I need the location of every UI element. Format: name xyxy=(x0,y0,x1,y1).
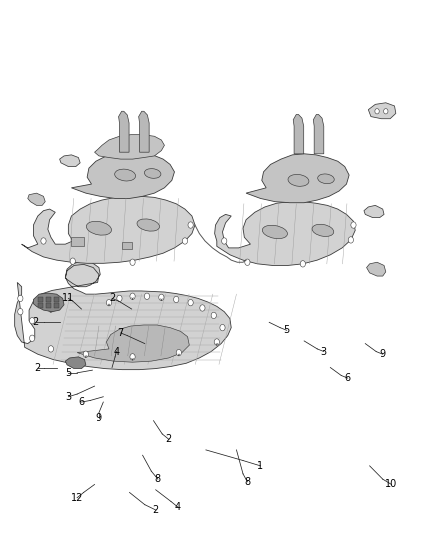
Ellipse shape xyxy=(312,224,334,237)
Text: 2: 2 xyxy=(35,362,41,373)
Polygon shape xyxy=(28,193,45,205)
Text: 3: 3 xyxy=(321,346,327,357)
Text: 8: 8 xyxy=(155,474,161,484)
Polygon shape xyxy=(65,357,86,368)
Text: 9: 9 xyxy=(96,413,102,423)
Ellipse shape xyxy=(86,221,112,235)
Ellipse shape xyxy=(115,169,136,181)
Circle shape xyxy=(211,312,216,319)
Text: 1: 1 xyxy=(258,461,264,471)
Text: 10: 10 xyxy=(385,480,398,489)
Circle shape xyxy=(145,293,150,300)
Ellipse shape xyxy=(145,168,161,179)
Ellipse shape xyxy=(318,174,334,184)
Circle shape xyxy=(130,259,135,265)
Circle shape xyxy=(70,258,75,264)
Ellipse shape xyxy=(288,174,309,187)
Circle shape xyxy=(48,346,53,352)
Circle shape xyxy=(41,238,46,244)
Text: 4: 4 xyxy=(113,346,120,357)
Circle shape xyxy=(29,335,35,342)
Circle shape xyxy=(159,294,164,301)
Circle shape xyxy=(300,261,305,267)
Text: 12: 12 xyxy=(71,492,83,503)
Circle shape xyxy=(117,295,122,302)
Circle shape xyxy=(220,325,225,331)
Polygon shape xyxy=(293,115,304,154)
Circle shape xyxy=(245,259,250,265)
Text: 6: 6 xyxy=(345,373,351,383)
Ellipse shape xyxy=(262,225,287,239)
Text: 7: 7 xyxy=(118,328,124,338)
Circle shape xyxy=(214,339,219,345)
Circle shape xyxy=(29,318,35,324)
Circle shape xyxy=(351,222,356,228)
Text: 2: 2 xyxy=(109,293,115,303)
Bar xyxy=(71,237,84,246)
Circle shape xyxy=(188,300,193,306)
Polygon shape xyxy=(119,111,129,152)
Text: 11: 11 xyxy=(62,293,74,303)
Bar xyxy=(38,297,43,302)
Polygon shape xyxy=(246,154,349,203)
Polygon shape xyxy=(71,151,174,198)
Circle shape xyxy=(18,295,23,302)
Polygon shape xyxy=(95,135,164,159)
Circle shape xyxy=(18,309,23,315)
Polygon shape xyxy=(367,262,386,276)
Bar xyxy=(38,303,43,308)
Text: 9: 9 xyxy=(380,349,386,359)
Circle shape xyxy=(130,354,135,360)
Polygon shape xyxy=(60,155,80,166)
Polygon shape xyxy=(215,201,355,265)
Circle shape xyxy=(348,237,353,243)
Text: 2: 2 xyxy=(166,434,172,445)
Text: 6: 6 xyxy=(78,397,85,407)
Text: 2: 2 xyxy=(152,505,159,515)
Circle shape xyxy=(222,238,227,244)
Circle shape xyxy=(83,351,88,358)
Text: 5: 5 xyxy=(65,368,71,378)
Text: 3: 3 xyxy=(65,392,71,402)
Polygon shape xyxy=(77,325,189,362)
Circle shape xyxy=(182,238,187,244)
Bar xyxy=(46,297,51,302)
Circle shape xyxy=(188,222,193,228)
Polygon shape xyxy=(21,196,195,263)
Ellipse shape xyxy=(137,219,159,231)
Bar xyxy=(53,303,59,308)
Polygon shape xyxy=(14,261,231,369)
Polygon shape xyxy=(139,111,149,152)
Circle shape xyxy=(375,109,379,114)
Circle shape xyxy=(48,306,53,312)
Polygon shape xyxy=(368,103,396,119)
Circle shape xyxy=(176,350,181,356)
Circle shape xyxy=(200,305,205,311)
Circle shape xyxy=(384,109,388,114)
Text: 5: 5 xyxy=(283,325,290,335)
Bar xyxy=(46,303,51,308)
Circle shape xyxy=(173,296,179,303)
Polygon shape xyxy=(364,205,384,217)
Text: 8: 8 xyxy=(244,477,251,487)
Text: 4: 4 xyxy=(174,502,180,512)
Polygon shape xyxy=(33,293,64,312)
Text: 2: 2 xyxy=(32,317,39,327)
Bar xyxy=(53,297,59,302)
Circle shape xyxy=(106,300,112,306)
Circle shape xyxy=(130,293,135,300)
Bar xyxy=(122,241,132,249)
Polygon shape xyxy=(313,115,324,154)
